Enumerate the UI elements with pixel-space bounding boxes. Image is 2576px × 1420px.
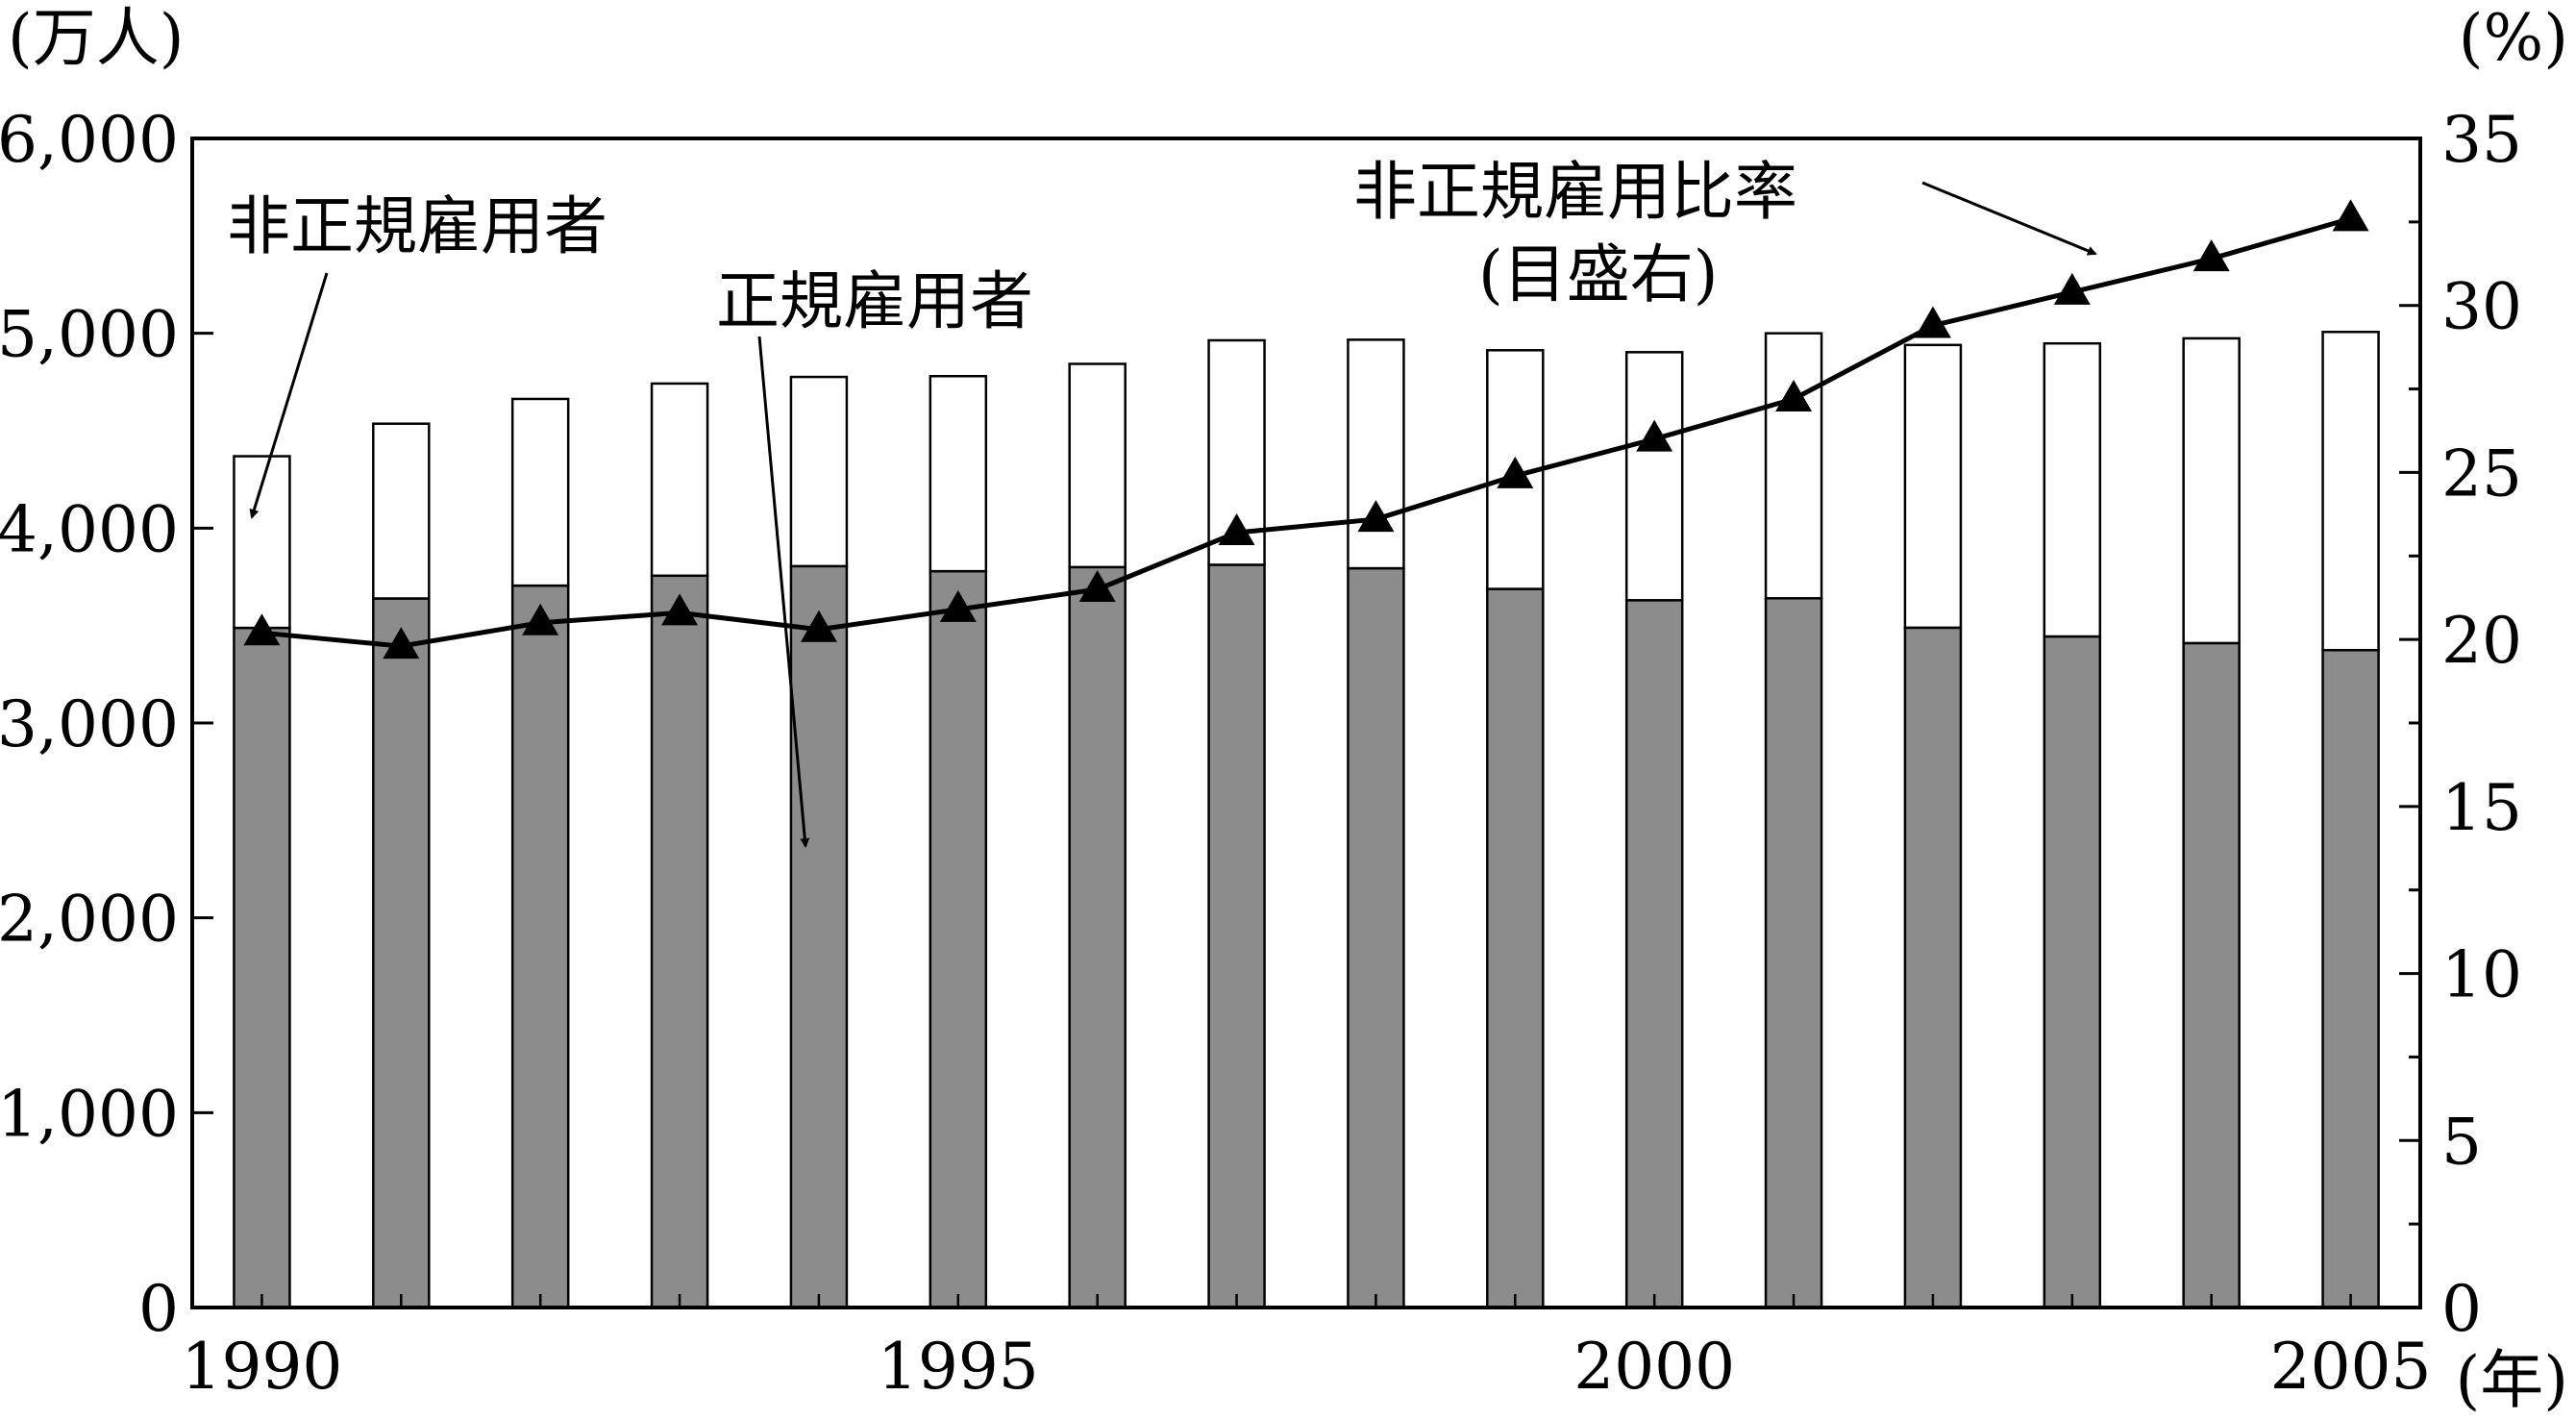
y-right-tick-label: 0 xyxy=(2441,1272,2482,1346)
bar-regular-1996 xyxy=(1068,565,1127,1309)
bar-regular-1999 xyxy=(1486,587,1545,1309)
bar-regular-1995 xyxy=(929,569,988,1309)
y-left-tick-label: 3,000 xyxy=(0,687,179,761)
bar-nonregular-1998 xyxy=(1347,338,1405,570)
bar-regular-2003 xyxy=(2043,635,2102,1309)
y-right-unit-label: (%) xyxy=(2459,1,2568,75)
y-left-tick-label: 4,000 xyxy=(0,492,179,566)
labels-layer: (万人) (%) (年) 非正規雇用者 正規雇用者 非正規雇用比率 (目盛右) xyxy=(8,1,2569,1417)
ratio-point-2003 xyxy=(2053,272,2091,305)
y-right-tick-label: 25 xyxy=(2441,436,2522,511)
ratio-point-1999 xyxy=(1497,456,1534,488)
bar-nonregular-2003 xyxy=(2043,341,2102,638)
y-left-tick-label: 5,000 xyxy=(0,298,179,372)
bar-regular-1994 xyxy=(789,564,849,1309)
bar-regular-2005 xyxy=(2321,648,2380,1309)
x-unit-label: (年) xyxy=(2456,1343,2569,1415)
bar-regular-2002 xyxy=(1903,626,1963,1309)
y-right-tick-label: 20 xyxy=(2441,604,2522,678)
bar-nonregular-2001 xyxy=(1764,332,1823,600)
x-tick-label: 2000 xyxy=(1573,1330,1735,1404)
bar-nonregular-1992 xyxy=(510,397,570,587)
ratio-point-1997 xyxy=(1218,512,1255,545)
arrow-nonregular-workers xyxy=(249,272,329,519)
ratio-point-1998 xyxy=(1357,500,1395,533)
bar-regular-2000 xyxy=(1624,599,1684,1309)
bar-nonregular-1991 xyxy=(372,422,431,600)
annotation-nonregular-workers: 非正規雇用者 xyxy=(227,189,607,263)
ratio-point-2001 xyxy=(1775,379,1813,411)
y-left-tick-label: 1,000 xyxy=(0,1077,179,1151)
bar-regular-1997 xyxy=(1207,563,1266,1309)
bar-nonregular-2005 xyxy=(2321,330,2380,652)
bar-regular-1993 xyxy=(650,574,709,1309)
annotation-arrows xyxy=(249,181,2097,848)
annotation-nonregular-ratio: 非正規雇用比率 xyxy=(1353,155,1797,229)
axes-layer: 0 1,000 2,000 3,000 4,000 5,000 6,000 0 5 10 15 20 2… xyxy=(0,103,2522,1404)
ratio-point-1996 xyxy=(1078,570,1116,603)
y-left-unit-label: (万人) xyxy=(8,1,185,75)
bar-nonregular-2000 xyxy=(1624,351,1684,602)
ratio-point-2000 xyxy=(1636,419,1673,452)
bar-nonregular-2002 xyxy=(1903,343,1963,630)
ratio-line-layer xyxy=(243,199,2369,660)
y-left-tick-label: 6,000 xyxy=(0,103,179,177)
bar-regular-1990 xyxy=(233,626,291,1309)
ratio-point-2004 xyxy=(2192,239,2230,272)
ratio-point-2005 xyxy=(2332,199,2369,232)
annotation-regular-workers: 正規雇用者 xyxy=(716,264,1033,338)
bar-regular-1992 xyxy=(510,584,570,1309)
x-tick-label: 2005 xyxy=(2270,1330,2432,1404)
x-tick-label: 1990 xyxy=(181,1330,342,1404)
ratio-point-1990 xyxy=(243,613,281,646)
annotation-ratio-axis-note: (目盛右) xyxy=(1478,237,1719,311)
y-left-tick-label: 2,000 xyxy=(0,883,179,957)
bar-nonregular-1994 xyxy=(789,375,849,568)
ratio-point-1993 xyxy=(661,593,699,626)
y-right-tick-label: 30 xyxy=(2441,270,2522,344)
bar-nonregular-1995 xyxy=(929,375,988,573)
ratio-point-1991 xyxy=(383,627,420,660)
y-right-tick-label: 10 xyxy=(2441,938,2522,1012)
x-tick-label: 1995 xyxy=(878,1330,1039,1404)
bar-regular-2001 xyxy=(1764,597,1823,1309)
bar-nonregular-1993 xyxy=(650,382,709,578)
bar-nonregular-2004 xyxy=(2182,336,2241,645)
bar-regular-1991 xyxy=(372,597,431,1309)
ratio-line xyxy=(261,215,2352,649)
y-left-tick-label: 0 xyxy=(138,1272,179,1346)
ratio-point-1995 xyxy=(939,589,977,622)
arrow-nonregular-ratio xyxy=(1921,181,2097,256)
bar-regular-2004 xyxy=(2182,641,2241,1309)
arrow-regular-workers xyxy=(757,336,810,848)
bar-regular-1998 xyxy=(1347,566,1405,1309)
ratio-point-1992 xyxy=(522,603,559,635)
ratio-point-2002 xyxy=(1914,306,1951,338)
bars-layer xyxy=(233,330,2380,1309)
y-right-tick-label: 15 xyxy=(2441,771,2522,845)
y-right-tick-label: 5 xyxy=(2441,1105,2482,1179)
bar-nonregular-1996 xyxy=(1068,362,1127,569)
ratio-point-1994 xyxy=(800,610,837,642)
y-right-tick-label: 35 xyxy=(2441,103,2522,177)
